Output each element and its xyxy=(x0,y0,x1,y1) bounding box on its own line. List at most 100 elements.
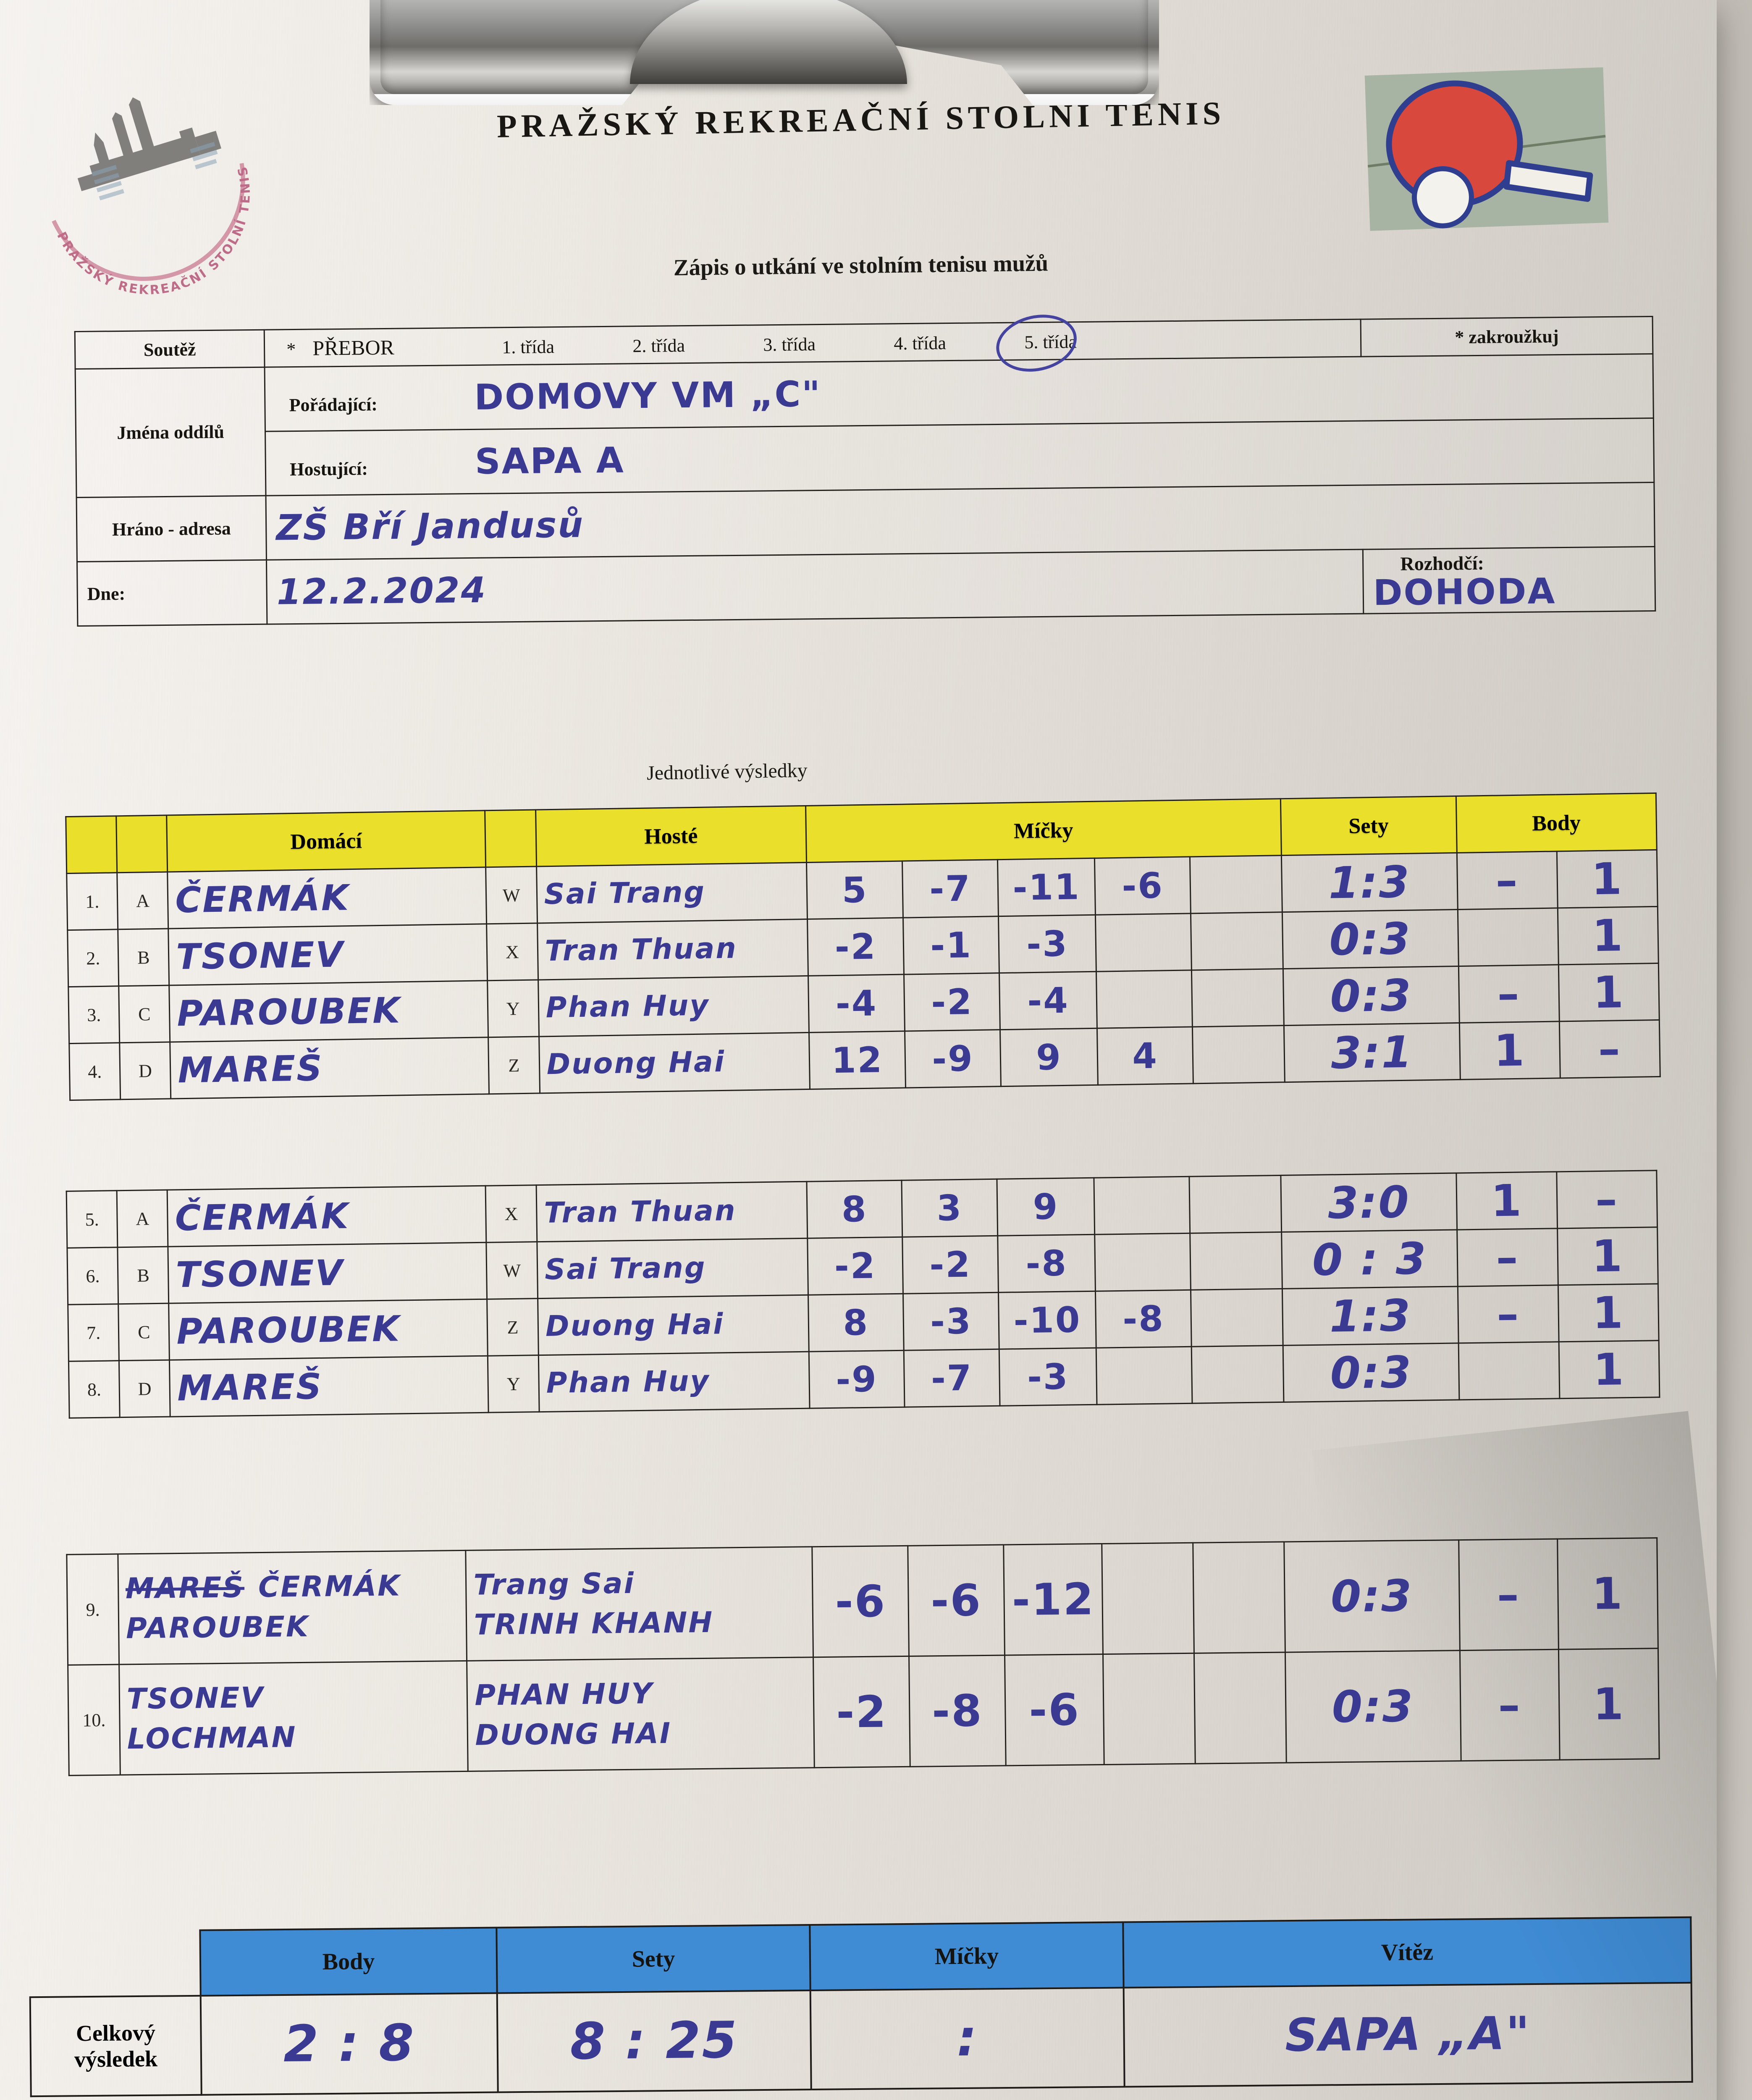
away-pair-cell: PHAN HUY DUONG HAI xyxy=(467,1657,815,1772)
points-away: 1 xyxy=(1591,853,1623,905)
ball-score-2: -9 xyxy=(931,1038,974,1080)
row-number: 3. xyxy=(68,986,120,1044)
rozhodci-cell[interactable]: Rozhodčí: DOHODA xyxy=(1363,546,1655,614)
set-score: 0 : 3 xyxy=(1312,1233,1428,1286)
table-row: 9. MAREŠ ČERMÁK PAROUBEK Trang Sai TRINH… xyxy=(66,1538,1658,1665)
row-number: 6. xyxy=(67,1247,118,1305)
class-option-3[interactable]: 3. třída xyxy=(763,334,816,355)
table-row: 10. TSONEV LOCHMAN PHAN HUY DUONG HAI -2… xyxy=(68,1648,1660,1776)
dne-label: Dne: xyxy=(77,560,268,626)
home-letter: B xyxy=(118,929,169,986)
points-away: 1 xyxy=(1591,1230,1624,1282)
away-letter: Y xyxy=(488,1355,540,1413)
ball-score-2: -6 xyxy=(930,1575,982,1627)
summary-row-label-line1: Celkový xyxy=(76,2020,156,2046)
ball-score-2: 3 xyxy=(936,1187,963,1229)
ball-score-1: -9 xyxy=(835,1358,878,1400)
home-player: MAREŠ xyxy=(177,1047,324,1091)
class-option-4[interactable]: 4. třída xyxy=(894,333,947,354)
away-player-1: PHAN HUY xyxy=(474,1677,654,1712)
home-letter: A xyxy=(117,872,168,929)
summary-vitez-value: SAPA „A" xyxy=(1285,2007,1531,2062)
set-score: 3:1 xyxy=(1330,1026,1414,1079)
ball-score-3: -3 xyxy=(1027,1356,1070,1398)
dne-cell[interactable]: 12.2.2024 xyxy=(266,549,1364,625)
header-body: Body xyxy=(1456,793,1657,853)
ball-score-4: -8 xyxy=(1122,1298,1165,1340)
ball-score-3: 9 xyxy=(1036,1037,1062,1078)
jmena-oddilu-label: Jména oddílů xyxy=(75,367,266,498)
row-number: 5. xyxy=(66,1190,118,1248)
zakrouzkuj-note: * zakroužkuj xyxy=(1361,316,1653,357)
clipboard-clip xyxy=(370,0,1159,105)
rozhodci-value: DOHODA xyxy=(1373,570,1556,613)
row-number: 10. xyxy=(68,1664,121,1776)
away-pair-cell: Trang Sai TRINH KHANH xyxy=(466,1546,813,1661)
away-player: Phan Huy xyxy=(546,1364,711,1400)
points-home: – xyxy=(1496,1288,1520,1340)
row-number: 7. xyxy=(68,1304,119,1362)
set-score: 0:3 xyxy=(1330,1346,1413,1399)
ball-score-3: -3 xyxy=(1026,923,1069,965)
ball-score-2: -2 xyxy=(931,981,973,1023)
ball-score-1: -6 xyxy=(834,1575,886,1628)
soutez-label: Soutěž xyxy=(75,330,265,369)
summary-header-micky: Míčky xyxy=(810,1922,1124,1991)
ball-score-1: 8 xyxy=(842,1302,869,1344)
row-number: 9. xyxy=(66,1554,119,1665)
ball-score-3: -11 xyxy=(1012,866,1081,908)
class-option-1[interactable]: 1. třída xyxy=(502,336,555,358)
dne-value: 12.2.2024 xyxy=(276,569,487,613)
summary-table: Body Sety Míčky Vítěz Celkový výsledek 2… xyxy=(29,1916,1693,2097)
away-player: Tran Thuan xyxy=(543,1194,737,1230)
hrano-adresa-value: ZŠ Bří Jandusů xyxy=(275,504,585,549)
ball-score-3: 9 xyxy=(1033,1186,1059,1228)
ball-score-4: -6 xyxy=(1121,865,1164,907)
ball-score-3: -8 xyxy=(1025,1242,1068,1284)
page-subtitle: Zápis o utkání ve stolním tenisu mužů xyxy=(673,250,1049,281)
home-letter: B xyxy=(118,1247,169,1304)
away-letter: W xyxy=(485,866,538,924)
home-pair-cell: TSONEV LOCHMAN xyxy=(119,1661,468,1775)
home-player: TSONEV xyxy=(176,934,345,978)
class-option-5[interactable]: 5. třída xyxy=(1024,331,1077,353)
points-home: – xyxy=(1495,854,1519,906)
ball-score-1: 8 xyxy=(841,1188,868,1230)
set-score: 0:3 xyxy=(1329,913,1412,966)
poradajici-label: Pořádající: xyxy=(289,394,378,416)
points-home: 1 xyxy=(1493,1024,1526,1076)
away-player: Sai Trang xyxy=(544,875,706,911)
row-number: 2. xyxy=(67,929,119,987)
home-player-2: PAROUBEK xyxy=(126,1610,309,1646)
home-player: TSONEV xyxy=(175,1252,344,1296)
home-letter: C xyxy=(118,1303,170,1361)
points-home: – xyxy=(1495,1231,1520,1284)
summary-row-label-line2: výsledek xyxy=(74,2046,158,2072)
prebor-option[interactable]: PŘEBOR xyxy=(312,335,395,360)
away-letter: W xyxy=(486,1242,538,1299)
ball-score-2: -2 xyxy=(929,1244,972,1286)
header-sety: Sety xyxy=(1280,796,1457,856)
points-away: – xyxy=(1597,1023,1622,1075)
singles-table-first-block: Domácí Hosté Míčky Sety Body 1. A ČERMÁK… xyxy=(65,793,1661,1101)
ball-score-1: -4 xyxy=(835,982,878,1024)
doubles-table: 9. MAREŠ ČERMÁK PAROUBEK Trang Sai TRINH… xyxy=(66,1537,1660,1776)
ball-score-2: -1 xyxy=(930,924,973,966)
row-number: 8. xyxy=(68,1360,120,1418)
summary-micky-value: : xyxy=(956,2009,978,2068)
home-player-2: LOCHMAN xyxy=(127,1721,297,1756)
ball-score-1: -2 xyxy=(834,1245,876,1287)
away-letter: X xyxy=(486,923,538,981)
summary-corner xyxy=(29,1930,201,1998)
summary-header-vitez: Vítěz xyxy=(1123,1917,1692,1988)
class-option-2[interactable]: 2. třída xyxy=(632,335,685,357)
home-letter: D xyxy=(119,1360,170,1418)
prst-stamp-logo: PRAŽSKÝ REKREAČNÍ STOLNÍ TENIS xyxy=(6,65,292,334)
home-player: PAROUBEK xyxy=(176,990,401,1034)
ball-score-1: 5 xyxy=(842,869,868,911)
ball-score-2: -3 xyxy=(930,1300,973,1342)
home-player: PAROUBEK xyxy=(176,1308,401,1352)
set-score: 0:3 xyxy=(1330,1570,1413,1622)
set-score: 1:3 xyxy=(1328,856,1411,909)
home-letter: C xyxy=(118,985,170,1043)
